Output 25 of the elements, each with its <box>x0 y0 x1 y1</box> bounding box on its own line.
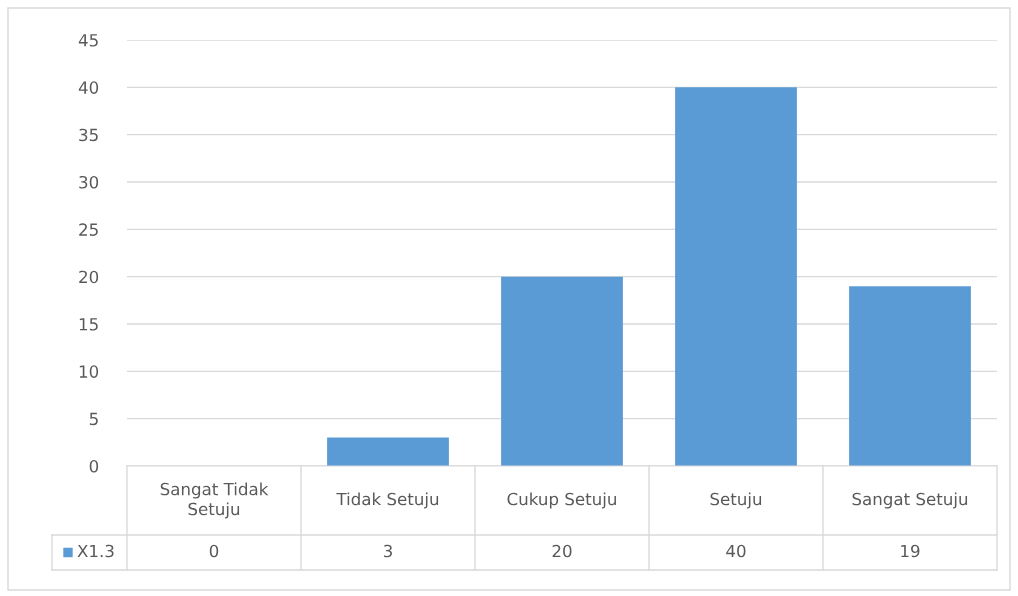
data-label: 3 <box>383 544 392 558</box>
y-tick-label: 45 <box>78 34 98 47</box>
y-tick-label: 35 <box>79 128 98 142</box>
y-tick-label: 40 <box>78 81 99 94</box>
data-label: 19 <box>901 544 920 558</box>
y-tick-label: 5 <box>89 412 98 426</box>
y-tick-label: 20 <box>79 270 99 284</box>
x-tick-label: Cukup Setuju <box>507 492 616 509</box>
y-tick-label: 10 <box>79 365 99 378</box>
y-tick-label: 30 <box>79 175 99 189</box>
x-tick-label: Sangat Tidak Setuju <box>160 482 269 519</box>
y-tick-label: 0 <box>89 459 99 473</box>
legend-label: X1.3 <box>77 544 114 558</box>
x-tick-label: Tidak Setuju <box>336 492 439 509</box>
x-tick-label: Sangat Setuju <box>852 492 968 509</box>
bar <box>501 276 623 466</box>
data-label: 20 <box>552 544 572 558</box>
data-label: 40 <box>726 544 746 558</box>
bar <box>327 437 449 466</box>
bar <box>849 286 971 466</box>
bar <box>675 87 797 466</box>
x-tick-label: Setuju <box>710 492 762 509</box>
y-tick-label: 25 <box>79 223 98 236</box>
data-label: 0 <box>209 544 219 558</box>
y-tick-label: 15 <box>79 318 98 331</box>
